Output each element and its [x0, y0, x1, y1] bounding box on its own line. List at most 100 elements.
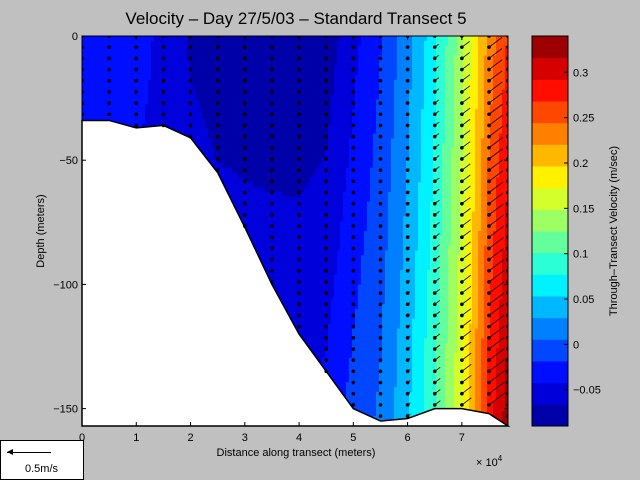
velocity-cell: [238, 84, 242, 91]
velocity-cell: [229, 162, 233, 169]
velocity-cell: [241, 128, 245, 135]
velocity-cell: [259, 201, 263, 208]
velocity-cell: [136, 94, 140, 100]
velocity-cell: [238, 45, 242, 52]
velocity-cell: [238, 143, 242, 149]
velocity-cell: [250, 182, 254, 188]
velocity-cell: [268, 153, 272, 159]
velocity-cell: [181, 60, 185, 66]
velocity-cell: [145, 50, 149, 57]
velocity-cell: [187, 114, 191, 120]
velocity-cell: [244, 109, 248, 115]
velocity-cell: [142, 40, 146, 47]
velocity-cell: [172, 99, 176, 105]
velocity-cell: [130, 45, 134, 52]
velocity-cell: [268, 162, 272, 169]
velocity-cell: [127, 99, 131, 105]
velocity-cell: [229, 118, 233, 125]
velocity-cell: [262, 177, 266, 183]
velocity-cell: [160, 109, 164, 115]
velocity-cell: [211, 104, 215, 110]
velocity-cell: [181, 99, 185, 105]
velocity-cell: [208, 75, 212, 81]
velocity-cell: [214, 75, 218, 81]
velocity-cell: [82, 60, 86, 66]
velocity-cell: [217, 138, 221, 144]
velocity-cell: [268, 206, 272, 213]
velocity-cell: [112, 99, 116, 105]
velocity-cell: [127, 79, 131, 86]
velocity-cell: [244, 138, 248, 144]
velocity-cell: [214, 94, 218, 100]
velocity-cell: [190, 75, 194, 81]
velocity-cell: [202, 55, 206, 61]
velocity-cell: [103, 104, 107, 110]
velocity-cell: [220, 133, 224, 139]
velocity-cell: [226, 187, 230, 193]
velocity-cell: [190, 50, 194, 57]
velocity-cell: [247, 94, 251, 100]
velocity-cell: [166, 94, 170, 100]
velocity-cell: [127, 84, 131, 91]
velocity-cell: [217, 60, 221, 66]
velocity-cell: [238, 118, 242, 125]
velocity-cell: [256, 55, 260, 61]
velocity-cell: [118, 45, 122, 52]
velocity-cell: [226, 50, 230, 57]
velocity-cell: [151, 109, 155, 115]
velocity-cell: [178, 70, 182, 76]
velocity-cell: [235, 157, 239, 164]
velocity-cell: [220, 70, 224, 76]
velocity-cell: [253, 60, 257, 66]
velocity-cell: [124, 99, 128, 105]
velocity-cell: [193, 89, 197, 96]
velocity-cell: [256, 138, 260, 144]
velocity-cell: [142, 55, 146, 61]
velocity-cell: [265, 182, 269, 188]
velocity-cell: [238, 201, 242, 208]
velocity-cell: [136, 70, 140, 76]
velocity-cell: [205, 114, 209, 120]
velocity-cell: [223, 84, 227, 91]
velocity-cell: [172, 79, 176, 86]
velocity-cell: [139, 65, 143, 71]
velocity-cell: [127, 55, 131, 61]
velocity-cell: [169, 84, 173, 91]
velocity-cell: [211, 148, 215, 154]
velocity-cell: [244, 153, 248, 159]
velocity-cell: [145, 45, 149, 52]
velocity-cell: [268, 40, 272, 47]
velocity-cell: [262, 231, 266, 237]
velocity-cell: [169, 99, 173, 105]
velocity-cell: [103, 89, 107, 96]
velocity-cell: [142, 45, 146, 52]
velocity-cell: [229, 89, 233, 96]
velocity-cell: [214, 70, 218, 76]
velocity-cell: [184, 99, 188, 105]
velocity-cell: [193, 79, 197, 86]
velocity-cell: [166, 60, 170, 66]
velocity-cell: [247, 172, 251, 178]
velocity-cell: [262, 182, 266, 188]
velocity-cell: [226, 65, 230, 71]
velocity-cell: [220, 157, 224, 164]
velocity-cell: [259, 187, 263, 193]
velocity-cell: [214, 123, 218, 130]
velocity-cell: [124, 36, 128, 42]
velocity-cell: [157, 50, 161, 57]
velocity-cell: [247, 221, 251, 227]
velocity-cell: [88, 104, 92, 110]
velocity-cell: [157, 36, 161, 42]
velocity-cell: [94, 99, 98, 105]
velocity-cell: [133, 70, 137, 76]
velocity-cell: [145, 75, 149, 81]
velocity-cell: [148, 75, 152, 81]
velocity-cell: [118, 99, 122, 105]
velocity-cell: [115, 55, 119, 61]
velocity-cell: [85, 50, 89, 57]
velocity-cell: [181, 36, 185, 42]
velocity-cell: [211, 75, 215, 81]
velocity-cell: [127, 45, 131, 52]
velocity-cell: [193, 50, 197, 57]
velocity-cell: [244, 94, 248, 100]
